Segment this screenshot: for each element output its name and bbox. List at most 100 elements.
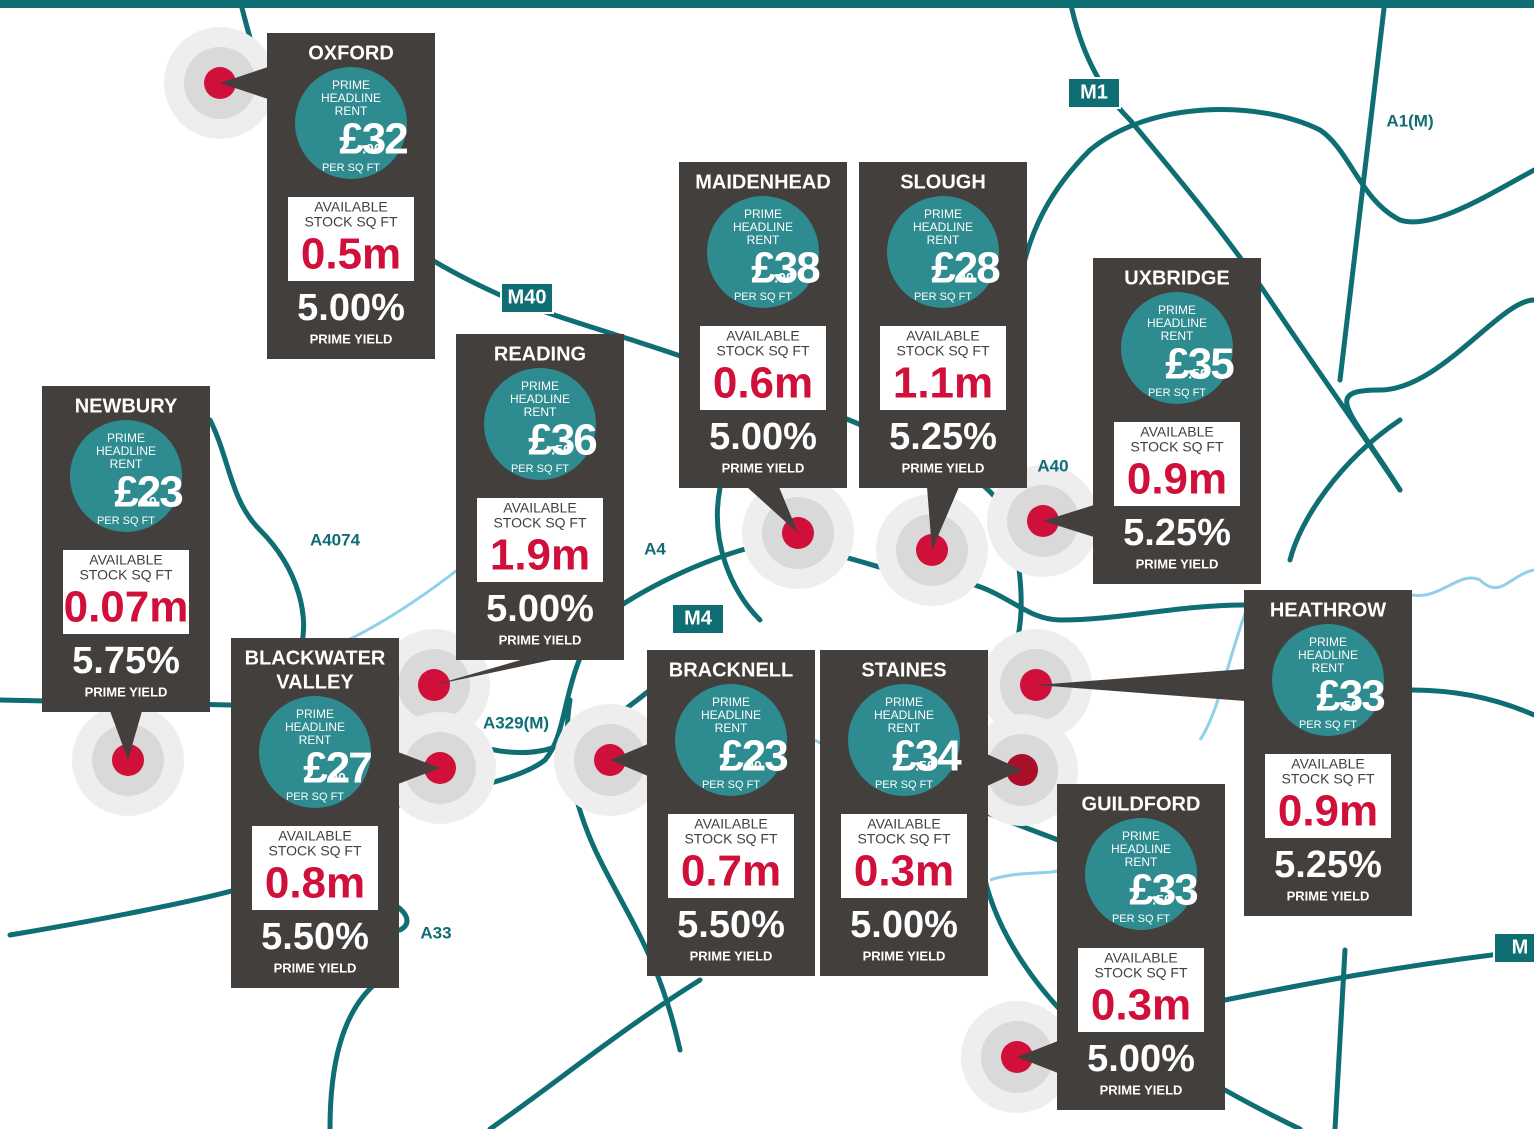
rent-label: HEADLINE xyxy=(701,708,761,722)
card-title: NEWBURY xyxy=(75,395,178,417)
per-label: PER SQ FT xyxy=(702,779,760,791)
stock-label: STOCK SQ FT xyxy=(79,567,173,583)
rent-label: HEADLINE xyxy=(733,220,793,234)
yield-value: 5.00% xyxy=(850,904,958,946)
card-pointer xyxy=(1017,1041,1058,1073)
rent-label: PRIME xyxy=(885,695,923,709)
stock-label: AVAILABLE xyxy=(906,328,979,344)
rent-label: PRIME xyxy=(296,707,334,721)
rent-label: HEADLINE xyxy=(96,444,156,458)
yield-value: 5.25% xyxy=(889,416,997,458)
rent-value: £38 xyxy=(751,244,820,293)
card-pointer xyxy=(398,752,440,784)
yield-label: PRIME YIELD xyxy=(902,460,985,475)
card-pointer xyxy=(927,487,959,550)
stock-label: STOCK SQ FT xyxy=(716,343,810,359)
overlay: M1 A1(M) M40 A40 A4074 A4 M4 A329(M) A33 M OXFORD P… xyxy=(42,27,1534,1113)
stock-value: 0.3m xyxy=(1091,981,1191,1030)
stock-label: AVAILABLE xyxy=(1140,424,1213,440)
yield-label: PRIME YIELD xyxy=(85,684,168,699)
stock-box xyxy=(288,197,414,281)
rent-circle xyxy=(1121,292,1233,404)
rent-circle xyxy=(887,196,999,308)
card-title: HEATHROW xyxy=(1270,599,1386,621)
rent-value: £34 xyxy=(892,732,962,781)
rent-label: RENT xyxy=(524,405,557,419)
stock-box xyxy=(1114,422,1240,506)
rent-label: PRIME xyxy=(1122,829,1160,843)
rent-label: PRIME xyxy=(521,379,559,393)
rent-circle xyxy=(259,696,371,808)
top-band xyxy=(0,0,1534,8)
rent-pence: .50 xyxy=(915,758,935,774)
per-label: PER SQ FT xyxy=(286,791,344,803)
road-label: M xyxy=(1512,936,1529,958)
rent-label: HEADLINE xyxy=(874,708,934,722)
stock-value: 0.3m xyxy=(854,847,954,896)
yield-value: 5.50% xyxy=(261,916,369,958)
yield-value: 5.00% xyxy=(1087,1038,1195,1080)
rent-value: £27 xyxy=(303,744,371,793)
rent-pence: .50 xyxy=(551,442,571,458)
stock-label: AVAILABLE xyxy=(89,552,162,568)
per-label: PER SQ FT xyxy=(1112,913,1170,925)
stock-label: AVAILABLE xyxy=(867,816,940,832)
stock-box xyxy=(841,814,967,898)
card-pointer xyxy=(610,744,648,776)
card-title: READING xyxy=(494,343,586,365)
rent-label: RENT xyxy=(1312,661,1345,675)
card-title: UXBRIDGE xyxy=(1124,267,1230,289)
yield-label: PRIME YIELD xyxy=(722,460,805,475)
rent-pence: .00 xyxy=(326,770,346,786)
card-title: BLACKWATER xyxy=(245,647,386,669)
stock-value: 0.9m xyxy=(1278,787,1378,836)
rent-label: HEADLINE xyxy=(285,720,345,734)
rent-label: PRIME xyxy=(332,78,370,92)
rent-label: RENT xyxy=(747,233,780,247)
rent-circle xyxy=(1085,818,1197,930)
road-label: A1(M) xyxy=(1386,111,1433,130)
yield-label: PRIME YIELD xyxy=(1136,556,1219,571)
rent-pence: .50 xyxy=(1152,892,1172,908)
rent-label: HEADLINE xyxy=(321,91,381,105)
stock-box xyxy=(63,550,189,634)
stock-label: STOCK SQ FT xyxy=(896,343,990,359)
rent-pence: .00 xyxy=(742,758,762,774)
yield-label: PRIME YIELD xyxy=(499,632,582,647)
stock-label: STOCK SQ FT xyxy=(1094,965,1188,981)
yield-label: PRIME YIELD xyxy=(863,948,946,963)
stock-value: 1.1m xyxy=(893,359,993,408)
road-badge xyxy=(1067,77,1121,109)
rent-label: PRIME xyxy=(107,431,145,445)
per-label: PER SQ FT xyxy=(97,515,155,527)
rent-label: HEADLINE xyxy=(1298,648,1358,662)
stock-label: AVAILABLE xyxy=(1291,756,1364,772)
road-label: A33 xyxy=(420,923,451,942)
road-label: A40 xyxy=(1037,456,1068,475)
rent-label: HEADLINE xyxy=(510,392,570,406)
rent-pence: .50 xyxy=(137,494,157,510)
rent-value: £28 xyxy=(931,244,1000,293)
rent-label: PRIME xyxy=(924,207,962,221)
stock-label: AVAILABLE xyxy=(1104,950,1177,966)
rent-value: £36 xyxy=(528,416,596,465)
road-badge xyxy=(500,282,554,314)
road-label: A329(M) xyxy=(483,713,549,732)
yield-value: 5.00% xyxy=(709,416,817,458)
stock-box xyxy=(700,326,826,410)
road-label: M40 xyxy=(508,286,547,308)
stock-value: 0.8m xyxy=(265,859,365,908)
stock-value: 0.7m xyxy=(681,847,781,896)
stock-box xyxy=(1265,754,1391,838)
rent-value: £33 xyxy=(1129,866,1197,915)
stock-label: STOCK SQ FT xyxy=(493,515,587,531)
per-label: PER SQ FT xyxy=(1299,719,1357,731)
stock-box xyxy=(880,326,1006,410)
card-title: BRACKNELL xyxy=(669,659,793,681)
rent-pence: .00 xyxy=(774,270,794,286)
stock-box xyxy=(668,814,794,898)
